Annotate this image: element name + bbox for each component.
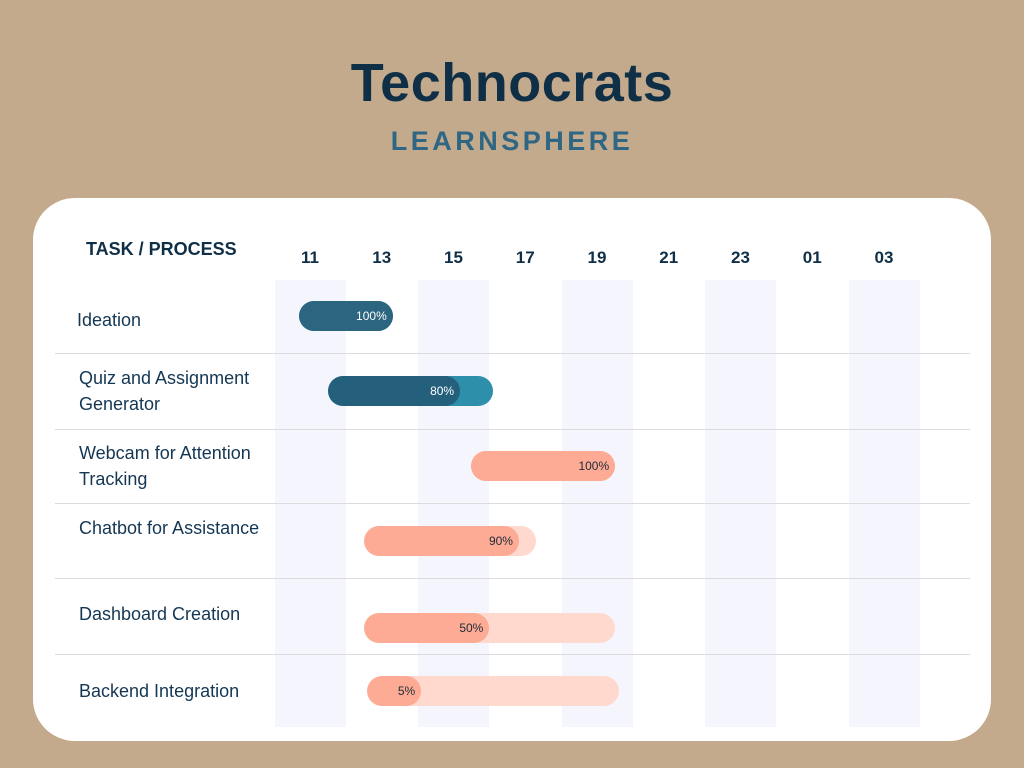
row-divider [55,429,970,430]
task-label: Backend Integration [79,681,240,701]
row-divider [55,654,970,655]
task-bar: 5% [367,676,619,706]
row-divider [55,353,970,354]
chart-title: Technocrats [350,53,674,113]
task-bar: 100% [299,301,393,331]
task-progress-fill [299,301,393,331]
x-tick-label: 15 [444,248,463,267]
task-bar: 80% [327,376,494,406]
task-progress-label: 100% [578,459,610,473]
task-progress-fill [471,451,616,481]
task-label: Webcam for Attention Tracking [79,443,251,489]
task-progress-fill [327,376,461,406]
task-label: Chatbot for Assistance [79,518,260,538]
x-tick-label: 17 [515,248,535,267]
task-progress-label: 100% [356,309,387,323]
x-tick-label: 03 [874,248,894,267]
row-divider [55,578,970,579]
task-label: Ideation [77,310,142,330]
x-tick-label: 13 [372,248,392,267]
task-progress-label: 50% [459,621,484,635]
task-progress-fill [367,676,422,706]
x-tick-label: 01 [802,248,822,267]
x-tick-label: 21 [659,248,679,267]
task-bar: 100% [471,451,616,481]
task-bar: 50% [363,613,616,643]
task-progress-fill [363,526,519,556]
task-label: Quiz and Assignment Generator [79,368,250,414]
chart-subtitle: LEARNSPHERE [390,126,634,156]
task-column-header: TASK / PROCESS [86,239,237,259]
x-tick-label: 23 [731,248,750,267]
row-divider [55,503,970,504]
task-progress-label: 5% [397,684,416,698]
task-progress-label: 90% [488,534,513,548]
task-progress-label: 80% [430,384,455,398]
task-progress-fill [363,613,490,643]
x-tick-label: 19 [587,248,607,267]
task-label: Dashboard Creation [79,604,241,624]
task-bar: 90% [363,526,537,556]
x-tick-label: 11 [301,248,319,267]
